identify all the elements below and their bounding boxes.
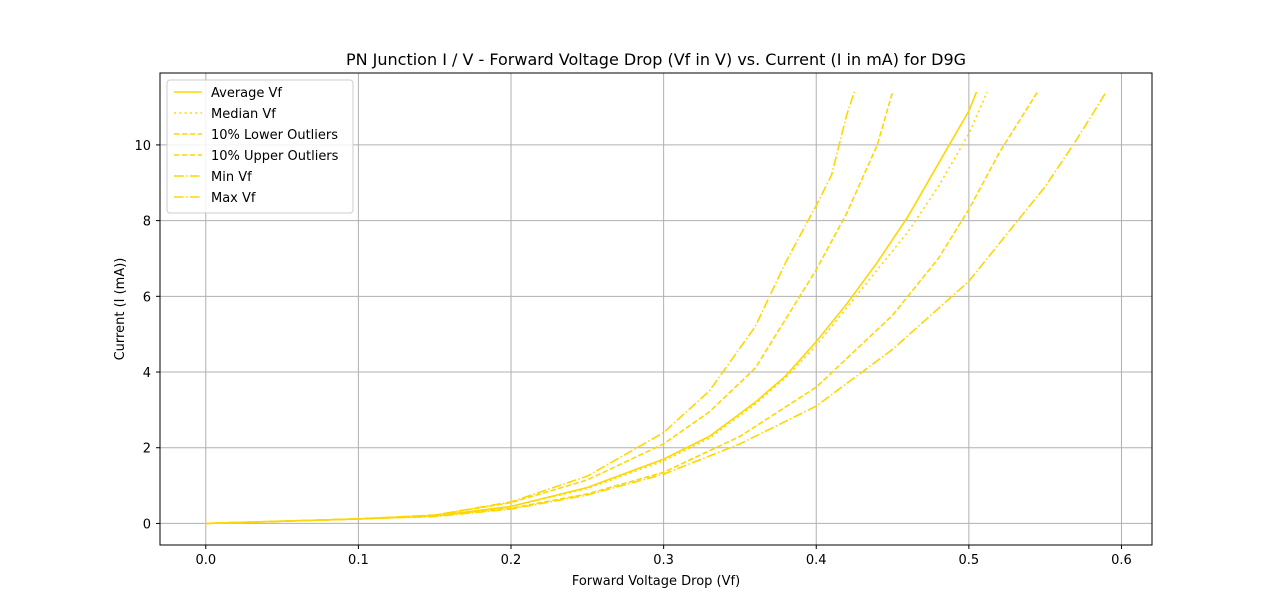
plot-area-frame <box>159 72 1153 546</box>
legend-label: Average Vf <box>211 86 282 101</box>
ticks: 0.0 0.1 0.2 0.3 0.4 0.5 0.6 0 2 4 6 8 10 <box>134 139 1131 568</box>
y-tick-label: 8 <box>143 215 151 230</box>
legend-label: Min Vf <box>211 170 252 185</box>
series-line <box>205 91 894 525</box>
x-tick-label: 0.1 <box>348 553 369 568</box>
legend-label: 10% Upper Outliers <box>211 149 339 164</box>
x-tick-label: 0.4 <box>806 553 827 568</box>
x-axis-label: Forward Voltage Drop (Vf) <box>572 574 740 589</box>
chart-title: PN Junction I / V - Forward Voltage Drop… <box>346 50 966 69</box>
y-tick-label: 4 <box>143 366 151 381</box>
y-tick-label: 10 <box>134 139 151 154</box>
x-tick-label: 0.2 <box>501 553 522 568</box>
series-line <box>205 91 988 525</box>
legend-label: Max Vf <box>211 191 256 206</box>
x-tick-label: 0.5 <box>959 553 980 568</box>
legend: Average Vf Median Vf 10% Lower Outliers 10%… <box>166 79 354 214</box>
legend-label: 10% Lower Outliers <box>211 128 338 143</box>
y-axis-label: Current (I (mA)) <box>113 258 128 361</box>
x-tick-label: 0.0 <box>195 553 216 568</box>
y-tick-label: 0 <box>143 517 151 532</box>
series-line <box>205 91 1107 525</box>
legend-label: Median Vf <box>211 107 276 122</box>
series-line <box>205 91 1039 525</box>
x-tick-label: 0.3 <box>653 553 674 568</box>
y-tick-label: 6 <box>143 290 151 305</box>
series-lines <box>205 91 1107 525</box>
x-tick-label: 0.6 <box>1111 553 1132 568</box>
y-tick-label: 2 <box>143 442 151 457</box>
legend-box <box>166 79 354 214</box>
